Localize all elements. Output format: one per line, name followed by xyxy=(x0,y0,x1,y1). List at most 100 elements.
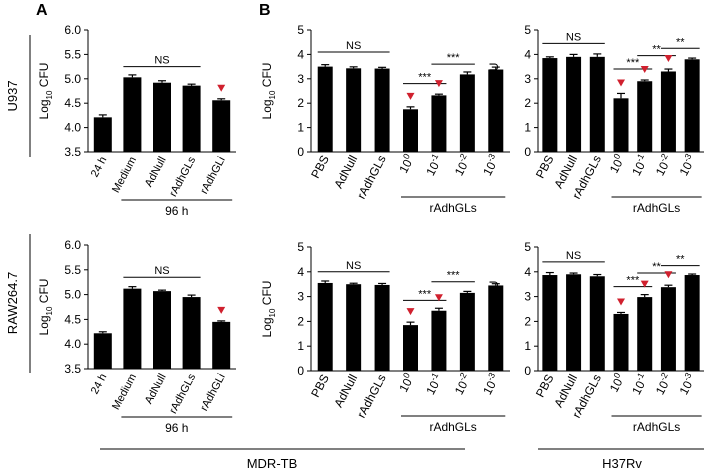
row-label-u937: U937 xyxy=(5,80,20,111)
x-tick-label: 24 h xyxy=(89,372,110,397)
bar xyxy=(431,310,447,371)
y-tick-label: 5 xyxy=(297,240,304,254)
bar xyxy=(589,276,605,371)
x-tick-label: 10-2 xyxy=(450,152,474,178)
group-label: 96 h xyxy=(165,421,188,435)
x-tick-label: AdNull xyxy=(143,155,169,189)
bar xyxy=(589,56,605,153)
x-tick-label: PBS xyxy=(533,372,557,400)
y-axis-label: Log10 CFU xyxy=(37,63,54,120)
y-tick-label: 3 xyxy=(524,72,531,86)
bar xyxy=(153,291,171,369)
x-tick-label: AdNull xyxy=(331,153,360,191)
x-tick-label: 10-1 xyxy=(422,152,446,178)
bar xyxy=(374,68,390,152)
down-triangle-marker xyxy=(217,306,226,314)
y-tick-label: 0 xyxy=(524,145,531,159)
y-tick-label: 6.0 xyxy=(64,23,81,37)
x-tick-label: rAdhGLs xyxy=(167,371,198,415)
bar xyxy=(212,321,231,369)
bar xyxy=(123,77,142,152)
y-axis-label: Log10 CFU xyxy=(260,281,277,338)
significance-label: *** xyxy=(447,270,461,282)
y-tick-label: 0 xyxy=(297,145,304,159)
significance-label: NS xyxy=(154,55,169,67)
x-tick-label: 100 xyxy=(605,371,628,395)
x-tick-label: 10-3 xyxy=(675,371,699,397)
down-triangle-marker xyxy=(434,294,443,302)
significance-label: ** xyxy=(652,261,661,273)
x-tick-label: 10-2 xyxy=(651,371,675,397)
bar xyxy=(459,292,475,371)
y-tick-label: 4.0 xyxy=(64,121,81,135)
y-tick-label: 5.0 xyxy=(64,72,81,86)
significance-label: *** xyxy=(418,72,432,84)
y-tick-label: 5.0 xyxy=(64,288,81,302)
x-tick-label: rAdhGLs xyxy=(167,154,198,198)
bar xyxy=(182,297,201,369)
y-tick-label: 1 xyxy=(524,339,531,353)
bar xyxy=(637,81,653,152)
x-tick-label: 100 xyxy=(394,371,417,395)
x-tick-label: 24 h xyxy=(89,155,110,180)
y-axis-label: Log10 CFU xyxy=(487,281,504,338)
y-tick-label: 6.0 xyxy=(64,238,81,252)
x-tick-label: 10-2 xyxy=(450,371,474,397)
x-tick-label: PBS xyxy=(308,372,332,400)
significance-label: NS xyxy=(154,265,169,277)
down-triangle-marker xyxy=(640,66,649,74)
significance-label: *** xyxy=(626,275,640,287)
significance-label: ** xyxy=(676,254,685,266)
bar xyxy=(566,56,582,153)
y-axis-label: Log10 CFU xyxy=(37,279,54,336)
x-tick-label: PBS xyxy=(308,153,332,181)
bar xyxy=(684,275,700,371)
bar xyxy=(542,275,558,371)
bar xyxy=(637,297,653,371)
significance-label: NS xyxy=(566,31,581,43)
bar xyxy=(403,109,418,152)
y-tick-label: 5.5 xyxy=(64,47,81,61)
x-tick-label: PBS xyxy=(533,153,557,181)
x-tick-label: 10-1 xyxy=(627,152,651,178)
y-tick-label: 2 xyxy=(524,314,531,328)
bar xyxy=(488,285,504,371)
down-triangle-marker xyxy=(617,79,625,87)
y-tick-label: 3.5 xyxy=(64,362,81,376)
y-tick-label: 3.5 xyxy=(64,145,81,159)
y-tick-label: 4.5 xyxy=(64,312,81,326)
x-tick-label: Medium xyxy=(110,372,139,412)
x-tick-label: 10-1 xyxy=(422,371,446,397)
x-tick-label: Medium xyxy=(110,155,139,195)
y-tick-label: 2 xyxy=(297,314,304,328)
x-tick-label: 100 xyxy=(605,152,628,176)
y-tick-label: 2 xyxy=(297,96,304,110)
significance-label: ** xyxy=(652,44,661,56)
x-tick-label: 10-2 xyxy=(651,152,675,178)
y-tick-label: 1 xyxy=(524,121,531,135)
x-tick-label: rAdhGLi xyxy=(198,372,228,413)
down-triangle-marker xyxy=(640,280,649,288)
bar xyxy=(542,58,558,153)
significance-label: NS xyxy=(346,260,361,272)
group-label: rAdhGLs xyxy=(429,201,476,215)
y-tick-label: 3 xyxy=(524,290,531,304)
significance-label: NS xyxy=(566,250,581,262)
down-triangle-marker xyxy=(406,308,415,316)
x-tick-label: 10-1 xyxy=(627,371,651,397)
y-tick-label: 0 xyxy=(297,364,304,378)
bar xyxy=(153,82,171,152)
bar xyxy=(431,95,447,152)
y-tick-label: 4.5 xyxy=(64,96,81,110)
bar xyxy=(660,71,676,152)
group-label: 96 h xyxy=(165,204,188,218)
bar xyxy=(459,74,475,152)
y-tick-label: 0 xyxy=(524,364,531,378)
bar xyxy=(346,284,362,371)
bar xyxy=(93,117,112,152)
y-axis-label: Log10 CFU xyxy=(487,63,504,120)
x-tick-label: 10-3 xyxy=(675,152,699,178)
row-label-raw: RAW264.7 xyxy=(5,272,20,334)
